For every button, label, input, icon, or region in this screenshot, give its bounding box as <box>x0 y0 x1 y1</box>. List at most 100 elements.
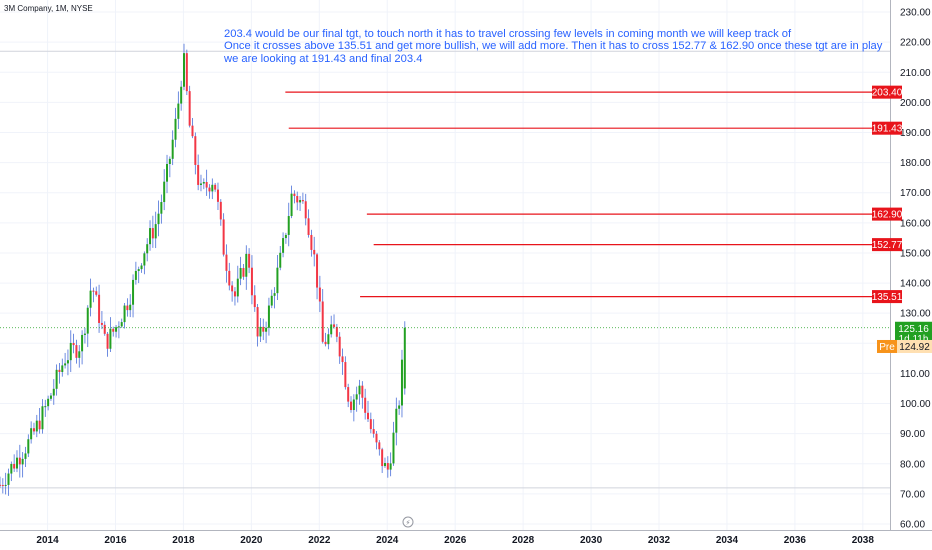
candle-body <box>341 356 344 363</box>
candle-body <box>86 307 89 334</box>
price-tick-label: 210.00 <box>900 68 931 79</box>
candle <box>307 209 310 238</box>
candle <box>35 414 38 438</box>
candle-body <box>307 218 310 235</box>
candle-body <box>7 473 10 485</box>
candle-body <box>112 328 115 332</box>
event-icon[interactable]: ⚡ <box>402 516 414 528</box>
candle <box>174 107 177 148</box>
time-axis: 2014 2016 2018 2020 2022 2024 2026 2028 2030 2032… <box>0 530 932 546</box>
price-tick-label: 180.00 <box>900 158 931 169</box>
candle-body <box>160 202 163 214</box>
candles-layer <box>0 43 406 496</box>
candle <box>301 192 304 204</box>
candle <box>228 262 231 291</box>
candle-body <box>32 428 35 432</box>
candle <box>245 245 248 290</box>
candle-body <box>117 326 120 328</box>
annotation-text-box[interactable]: 203.4 would be our final tgt, to touch n… <box>224 28 882 65</box>
candle-body <box>344 362 347 388</box>
time-tick-label: 2014 <box>36 535 59 546</box>
candle <box>149 220 152 251</box>
candle-body <box>64 363 67 366</box>
candle <box>355 386 358 412</box>
candle <box>318 275 321 313</box>
candle <box>78 345 81 368</box>
candle <box>400 349 403 418</box>
candle <box>41 399 44 434</box>
candle <box>335 323 338 343</box>
candle <box>89 278 92 317</box>
candle <box>1 478 4 494</box>
premarket-tag-label: Pre <box>879 342 895 353</box>
time-tick-label: 2024 <box>376 535 399 546</box>
candle-body <box>313 249 316 255</box>
candle-body <box>273 293 276 296</box>
candle-body <box>41 406 44 430</box>
candle <box>372 419 375 438</box>
candle <box>225 244 228 283</box>
candle <box>49 392 52 401</box>
candle <box>270 289 273 309</box>
candle <box>333 314 336 329</box>
candle-body <box>103 324 106 334</box>
time-tick-label: 2030 <box>580 535 603 546</box>
premarket-price-badge <box>897 339 932 353</box>
price-tick-label: 130.00 <box>900 309 931 320</box>
candle-body <box>293 193 296 197</box>
candle-body <box>350 401 353 411</box>
candle <box>69 330 72 373</box>
candle <box>248 248 251 274</box>
candle-body <box>310 234 313 250</box>
candle <box>154 211 157 249</box>
candle <box>143 251 146 275</box>
symbol-title[interactable]: 3M Company, 1M, NYSE <box>4 4 93 13</box>
candle-body <box>403 327 406 389</box>
candle <box>27 434 30 457</box>
candle <box>18 444 21 478</box>
candle <box>64 352 67 369</box>
target-badge-label: 135.51 <box>872 292 903 303</box>
candle <box>398 400 401 415</box>
premarket-price-label: 124.92 <box>899 342 930 353</box>
candle <box>58 363 61 384</box>
candle-body <box>157 213 160 225</box>
candle <box>236 265 239 303</box>
price-tick-label: 150.00 <box>900 248 931 259</box>
candle-body <box>106 333 109 349</box>
current-price-badge <box>895 321 932 345</box>
candle-body <box>381 449 384 467</box>
candle <box>313 236 316 267</box>
candle-body <box>191 125 194 137</box>
candle <box>180 80 183 111</box>
candle-body <box>180 86 183 104</box>
premarket-tag-badge <box>877 339 897 353</box>
candle <box>259 318 262 343</box>
price-tick-label: 100.00 <box>900 399 931 410</box>
candle <box>341 348 344 375</box>
candle <box>129 294 132 318</box>
candle-body <box>361 385 364 398</box>
candle-body <box>231 285 234 292</box>
candle <box>383 457 386 468</box>
candle <box>273 287 276 309</box>
candle-body <box>352 399 355 411</box>
candle <box>140 263 143 273</box>
time-tick-label: 2034 <box>716 535 739 546</box>
candle <box>146 238 149 262</box>
candle-body <box>35 420 38 432</box>
candle <box>123 303 126 329</box>
candle <box>219 199 222 226</box>
candle-body <box>242 268 245 277</box>
candle <box>157 200 160 237</box>
candle <box>211 178 214 200</box>
annotation-line-3: we are looking at 191.43 and final 203.4 <box>224 52 423 65</box>
candle-body <box>47 398 50 407</box>
candle <box>364 388 367 420</box>
current-price-label: 125.16 <box>898 324 929 335</box>
candle-body <box>386 463 389 470</box>
candle-body <box>149 228 152 245</box>
candle-body <box>335 326 338 337</box>
candle-body <box>321 301 324 342</box>
